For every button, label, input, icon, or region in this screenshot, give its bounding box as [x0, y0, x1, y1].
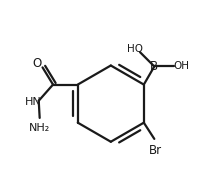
- Text: HO: HO: [127, 44, 143, 54]
- Text: B: B: [150, 60, 158, 73]
- Text: HN: HN: [25, 97, 42, 107]
- Text: Br: Br: [149, 144, 162, 157]
- Text: OH: OH: [174, 61, 190, 71]
- Text: NH₂: NH₂: [29, 123, 50, 133]
- Text: O: O: [33, 57, 42, 70]
